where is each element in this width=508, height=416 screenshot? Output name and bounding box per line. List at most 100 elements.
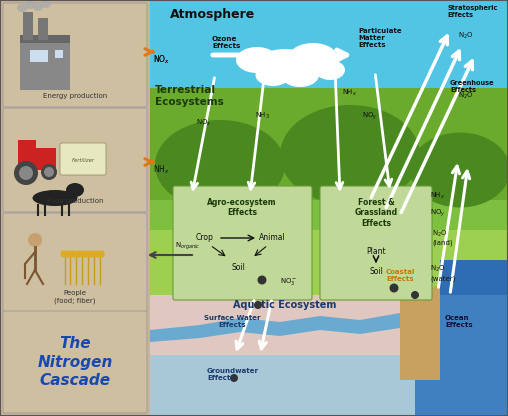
Bar	[20, 35, 70, 90]
Text: N$_2$O: N$_2$O	[458, 31, 473, 41]
Ellipse shape	[92, 250, 96, 258]
Ellipse shape	[86, 250, 90, 258]
Text: Greenhouse
Effects: Greenhouse Effects	[450, 80, 495, 93]
Text: NO$_3^-$: NO$_3^-$	[280, 276, 297, 287]
Bar	[55, 50, 63, 58]
Bar	[150, 230, 508, 310]
Circle shape	[28, 233, 42, 247]
Ellipse shape	[66, 183, 84, 197]
Bar	[0, 0, 150, 416]
Text: Ocean
Effects: Ocean Effects	[445, 315, 472, 328]
Text: NO$_x$: NO$_x$	[153, 53, 170, 65]
Ellipse shape	[88, 250, 92, 258]
Text: People
(food; fiber): People (food; fiber)	[54, 290, 96, 304]
Bar	[150, 355, 440, 415]
Ellipse shape	[83, 250, 87, 258]
Ellipse shape	[72, 250, 76, 258]
Ellipse shape	[60, 250, 65, 258]
Text: Fertilizer: Fertilizer	[72, 158, 94, 163]
Ellipse shape	[80, 250, 84, 258]
Text: The
Nitrogen
Cascade: The Nitrogen Cascade	[37, 336, 113, 388]
Text: Stratospheric
Effects: Stratospheric Effects	[447, 5, 497, 18]
Text: N$_{organic}$: N$_{organic}$	[175, 241, 201, 252]
FancyBboxPatch shape	[3, 108, 147, 212]
Bar	[18, 140, 36, 152]
Bar	[20, 35, 70, 43]
Polygon shape	[150, 313, 508, 342]
Text: NO$_x$: NO$_x$	[153, 54, 170, 67]
Text: Soil: Soil	[369, 267, 383, 277]
Bar	[150, 0, 508, 416]
Text: Ozone
Effects: Ozone Effects	[212, 36, 240, 49]
Text: Food production: Food production	[47, 198, 103, 204]
Ellipse shape	[89, 250, 93, 258]
Ellipse shape	[410, 133, 508, 208]
Ellipse shape	[289, 43, 337, 71]
Ellipse shape	[33, 3, 43, 11]
Ellipse shape	[256, 64, 291, 86]
Bar	[150, 295, 508, 365]
Text: NH$_3$: NH$_3$	[255, 111, 270, 121]
Bar	[415, 295, 508, 416]
Ellipse shape	[74, 250, 78, 258]
Ellipse shape	[94, 250, 99, 258]
Text: Crop: Crop	[196, 233, 214, 243]
Circle shape	[14, 161, 38, 185]
Ellipse shape	[78, 250, 81, 258]
Text: Coastal
Effects: Coastal Effects	[385, 269, 415, 282]
Text: Soil: Soil	[231, 263, 245, 272]
Text: Terrestrial
Ecosystems: Terrestrial Ecosystems	[155, 85, 224, 107]
Circle shape	[254, 301, 262, 309]
Ellipse shape	[63, 250, 67, 258]
Ellipse shape	[82, 250, 86, 258]
Text: Aquatic Ecosystem: Aquatic Ecosystem	[233, 300, 337, 310]
Ellipse shape	[17, 4, 27, 12]
Polygon shape	[400, 285, 440, 380]
FancyBboxPatch shape	[3, 3, 147, 107]
Text: Agro-ecosystem
Effects: Agro-ecosystem Effects	[207, 198, 277, 218]
Circle shape	[230, 374, 238, 382]
Bar	[38, 18, 48, 40]
Text: NO$_y$: NO$_y$	[362, 111, 378, 122]
FancyBboxPatch shape	[3, 311, 147, 413]
Text: NO$_x$: NO$_x$	[196, 118, 212, 128]
Ellipse shape	[101, 250, 105, 258]
Ellipse shape	[96, 250, 100, 258]
FancyBboxPatch shape	[60, 143, 106, 175]
Bar	[440, 260, 508, 416]
Ellipse shape	[68, 250, 72, 258]
Ellipse shape	[155, 120, 285, 210]
Text: N$_2$O: N$_2$O	[458, 91, 473, 101]
Text: NH$_x$: NH$_x$	[430, 191, 445, 201]
Text: NH$_x$: NH$_x$	[153, 163, 170, 176]
Ellipse shape	[71, 250, 75, 258]
Bar	[150, 88, 508, 310]
Ellipse shape	[281, 63, 319, 87]
Circle shape	[44, 167, 54, 177]
Circle shape	[411, 291, 419, 299]
Text: Particulate
Matter
Effects: Particulate Matter Effects	[358, 28, 402, 48]
Text: NH$_x$: NH$_x$	[342, 88, 357, 98]
Circle shape	[41, 164, 57, 180]
Ellipse shape	[236, 47, 278, 73]
Text: N$_2$O
(land): N$_2$O (land)	[432, 229, 453, 247]
Circle shape	[390, 283, 398, 292]
Text: Atmosphere: Atmosphere	[170, 8, 255, 21]
Ellipse shape	[66, 250, 70, 258]
Text: NO$_y$: NO$_y$	[430, 208, 446, 219]
Ellipse shape	[280, 105, 420, 205]
FancyBboxPatch shape	[173, 186, 312, 300]
Bar	[30, 50, 48, 62]
Ellipse shape	[41, 0, 51, 8]
Circle shape	[19, 166, 33, 180]
Ellipse shape	[33, 190, 78, 206]
Ellipse shape	[255, 49, 315, 81]
Text: Surface Water
Effects: Surface Water Effects	[204, 315, 260, 328]
FancyBboxPatch shape	[3, 213, 147, 312]
Bar	[23, 12, 33, 40]
Bar	[150, 200, 508, 310]
Text: Forest &
Grassland
Effects: Forest & Grassland Effects	[355, 198, 398, 228]
Text: N$_2$O
(water): N$_2$O (water)	[430, 264, 455, 282]
Ellipse shape	[77, 250, 80, 258]
Ellipse shape	[98, 250, 102, 258]
